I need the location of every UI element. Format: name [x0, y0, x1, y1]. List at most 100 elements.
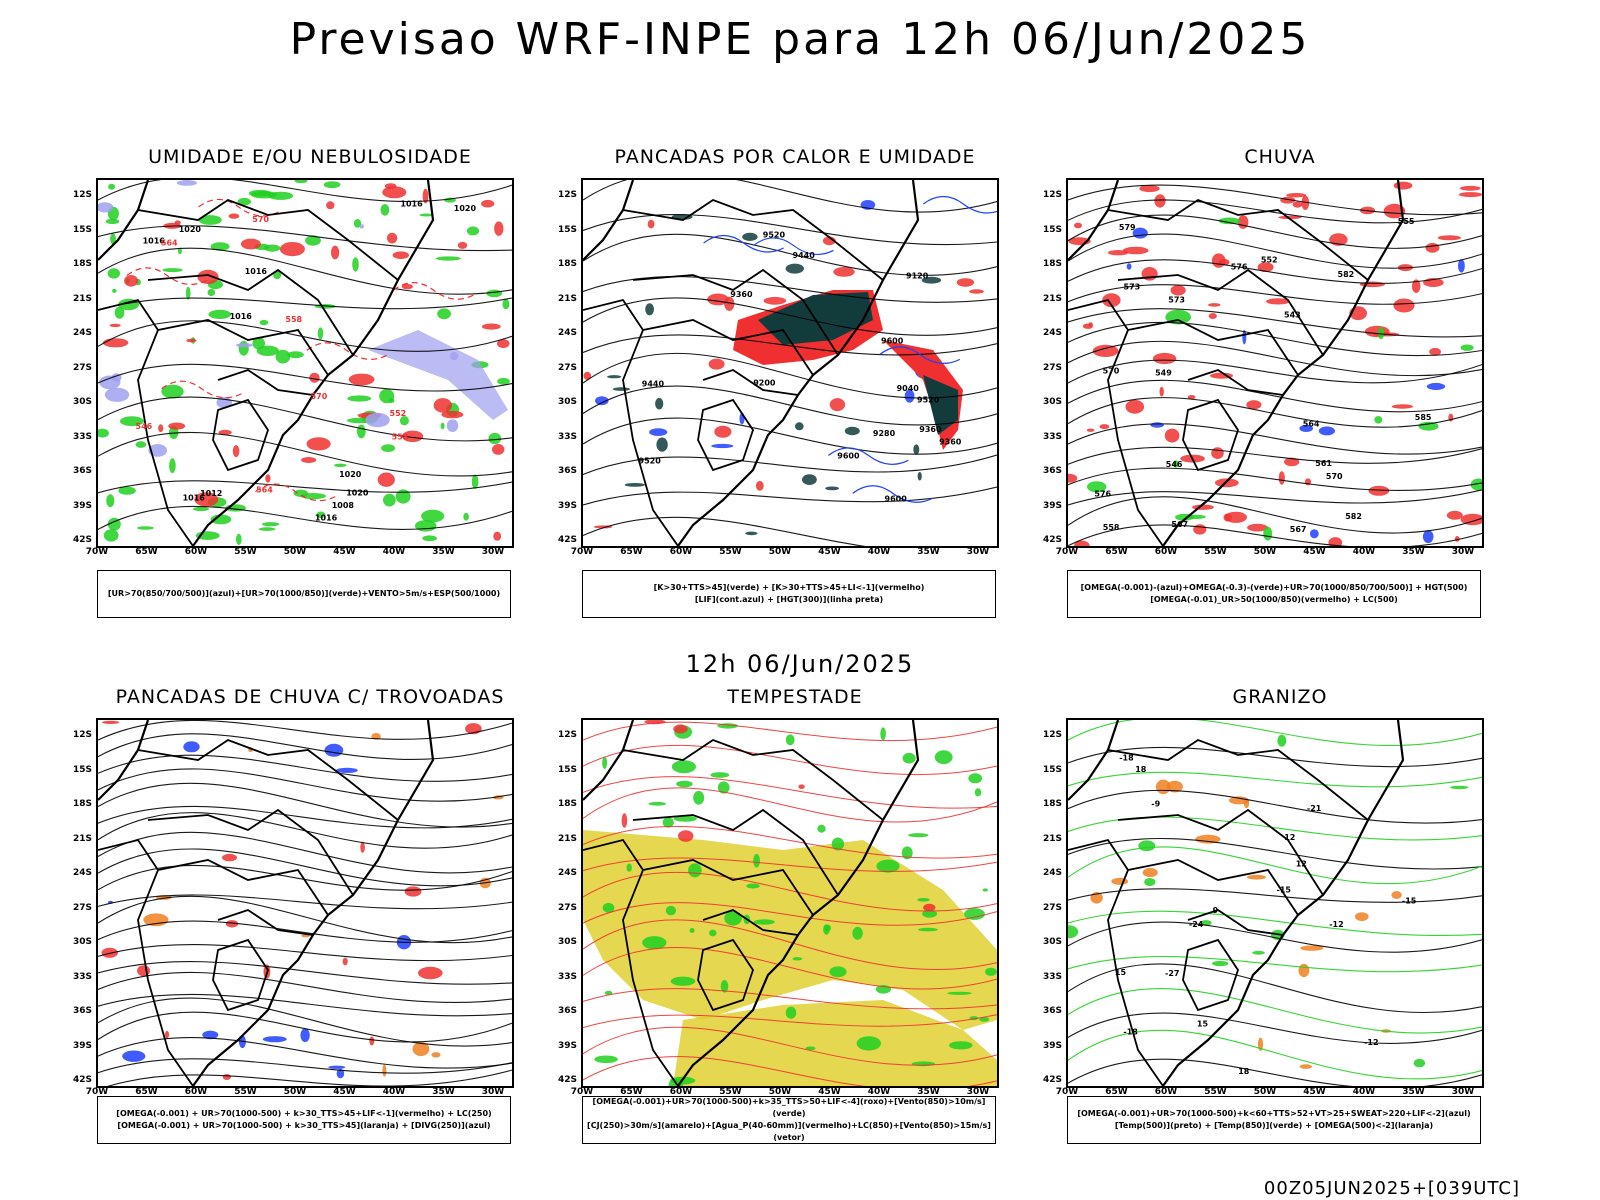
field-blob: [1195, 834, 1221, 844]
latitude-tick-label: 36S: [1042, 466, 1062, 476]
field-blob: [287, 351, 304, 359]
latitude-tick-label: 27S: [72, 902, 92, 913]
latitude-tick-label: 12S: [557, 190, 577, 200]
contour-line: [1068, 467, 1482, 492]
field-blob: [1208, 303, 1221, 307]
latitude-tick-label: 39S: [72, 500, 92, 511]
contour-value-label: 1020: [346, 489, 369, 498]
field-blob: [1139, 185, 1160, 193]
contour-line: [583, 454, 997, 476]
field-blob: [1368, 485, 1390, 496]
field-blob: [143, 913, 169, 927]
contour-line: [583, 721, 997, 742]
latitude-tick-label: 42S: [557, 535, 577, 545]
field-blob: [693, 790, 705, 805]
contour-value-label: 558: [392, 433, 409, 442]
country-border: [147, 268, 354, 356]
contour-value-label: 1008: [332, 501, 355, 510]
legend-box: [OMEGA(-0.001) + UR>70(1000-500) + k>30_…: [97, 1096, 511, 1144]
contour-line: [107, 1069, 512, 1086]
field-blob: [1391, 404, 1414, 409]
longitude-tick-label: 30W: [966, 1087, 990, 1097]
field-blob: [102, 338, 129, 348]
field-blob: [1299, 1064, 1312, 1069]
contour-line: [1068, 1029, 1482, 1080]
field-blob: [300, 493, 326, 500]
latitude-tick-label: 21S: [72, 833, 92, 844]
contour-line: [583, 787, 997, 823]
field-blob: [1166, 780, 1183, 793]
contour-value-label: 546: [136, 422, 153, 431]
legend-line: [LIF](cont.azul) + [HGT(300)](linha pret…: [694, 595, 884, 604]
field-blob: [918, 927, 938, 932]
contour-value-label: 564: [161, 239, 178, 248]
field-blob: [785, 734, 795, 746]
field-blob: [1218, 217, 1241, 225]
field-blob: [1086, 428, 1095, 432]
field-blob: [317, 327, 324, 340]
field-blob: [326, 201, 335, 210]
field-blob: [316, 511, 326, 519]
contour-line: [1068, 379, 1482, 413]
latitude-tick-label: 15S: [1042, 764, 1062, 775]
country-border: [1068, 298, 1129, 331]
field-blob: [624, 483, 645, 487]
field-blob: [969, 289, 984, 294]
panel-pancadas-calor: PANCADAS POR CALOR E UMIDADE 9600 9520 936…: [558, 146, 1025, 626]
field-blob: [399, 416, 409, 426]
contour-line: [98, 944, 512, 962]
field-blob: [222, 853, 237, 862]
field-blob: [785, 1006, 797, 1019]
contour-line: [1068, 489, 1482, 506]
field-blob: [1318, 426, 1335, 436]
field-blob: [99, 375, 121, 390]
field-blob: [435, 256, 461, 261]
field-blob: [745, 531, 758, 536]
field-blob: [305, 235, 321, 246]
field-blob: [268, 191, 294, 200]
field-blob: [1278, 215, 1302, 220]
contour-value-label: 9520: [763, 230, 786, 239]
latitude-tick-label: 33S: [1042, 971, 1062, 982]
contour-value-label: 1020: [179, 225, 202, 234]
field-blob: [1099, 424, 1110, 430]
contour-line: [583, 988, 997, 1010]
field-blob: [902, 752, 916, 764]
field-blob: [1377, 326, 1385, 340]
field-blob: [309, 372, 320, 383]
field-blob: [678, 830, 694, 842]
legend-line: [OMEGA(-0.01)_UR>50(1000/850)(vermelho) …: [1150, 595, 1398, 604]
contour-line: [1068, 359, 1482, 384]
field-blob: [974, 788, 982, 797]
field-blob: [647, 219, 655, 229]
field-blob: [1068, 473, 1078, 483]
field-blob: [642, 936, 667, 950]
contour-line: [1068, 988, 1482, 1034]
latitude-tick-label: 21S: [1042, 293, 1062, 304]
longitude-tick-label: 60W: [184, 547, 208, 557]
field-blob: [1200, 920, 1212, 926]
field-blob: [1277, 734, 1287, 747]
field-blob: [431, 1052, 441, 1058]
panel-chuva: CHUVA 585 582 582 579 576 573 570 567 576 573 570 5…: [1043, 146, 1510, 626]
field-blob: [119, 416, 144, 427]
field-blob: [753, 919, 775, 925]
legend-box: [OMEGA(-0.001)+UR>70(1000-500)+k<60+TTS>…: [1067, 1096, 1481, 1144]
longitude-tick-label: 30W: [966, 547, 990, 557]
field-blob: [118, 486, 136, 495]
longitude-tick-label: 50W: [768, 1087, 792, 1097]
contour-line: [1068, 888, 1482, 903]
field-blob: [380, 204, 390, 216]
field-blob: [805, 1046, 816, 1051]
field-blob: [1300, 945, 1324, 951]
legend-line: [OMEGA(-0.001)-(azul)+OMEGA(-0.3)-(verde…: [1080, 583, 1468, 592]
panel-tempestade: TEMPESTADE 12S 15S 18S 21S 24S 27S 30S 33S 36S 39…: [558, 686, 1025, 1166]
latitude-tick-label: 24S: [557, 868, 577, 878]
contour-value-label: 9600: [837, 452, 860, 461]
contour-line: [98, 1058, 512, 1074]
page-title: Previsao WRF-INPE para 12h 06/Jun/2025: [289, 14, 1311, 65]
contour-value-label: 9: [1213, 906, 1219, 915]
country-border: [622, 329, 679, 546]
contour-line: [98, 848, 512, 887]
field-blob: [237, 197, 251, 206]
